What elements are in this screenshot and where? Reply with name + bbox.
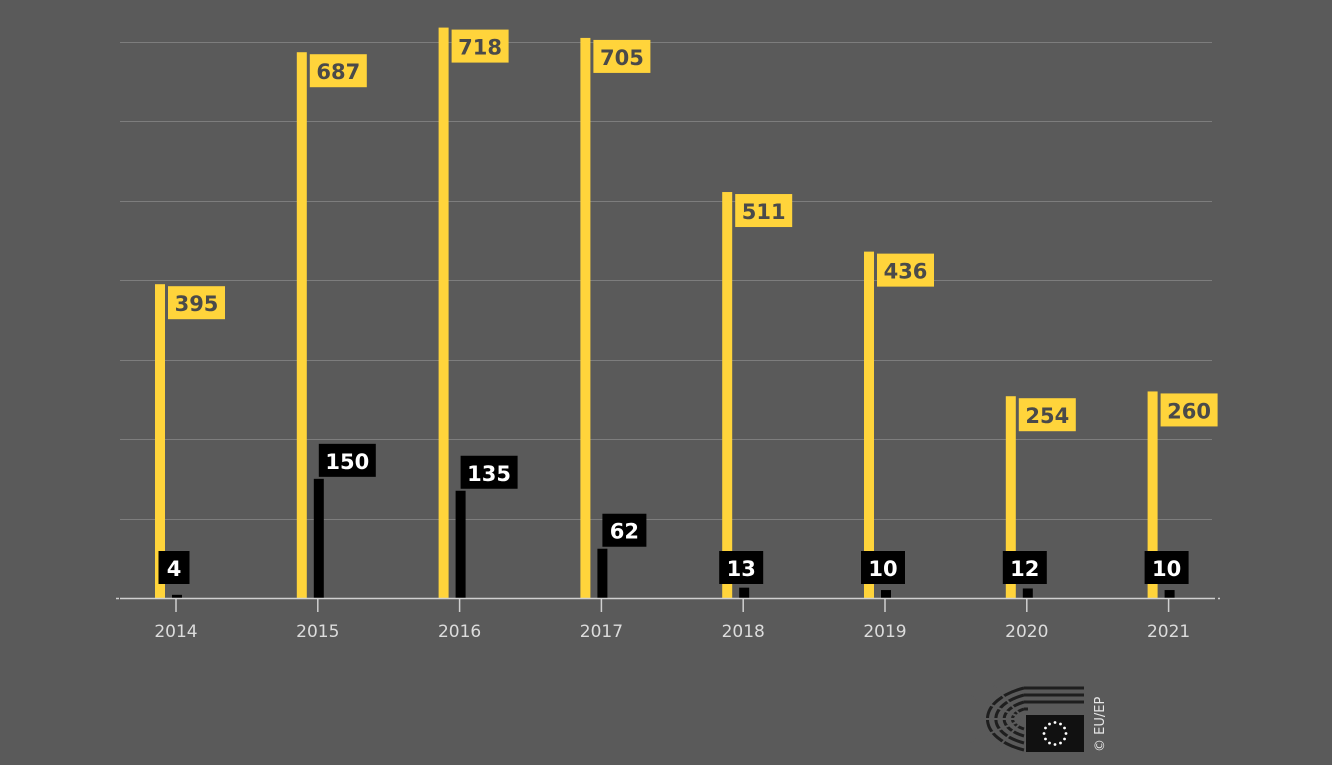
value-label-text: 511 — [742, 200, 786, 224]
eu-star — [1059, 741, 1062, 745]
value-label-series-1: 718 — [451, 29, 509, 63]
eu-star — [1053, 721, 1057, 724]
value-label-series-2: 4 — [158, 551, 190, 584]
x-tick-label: 2015 — [296, 622, 339, 642]
bar-series-1 — [1147, 391, 1158, 598]
value-label-series-1: 705 — [593, 39, 651, 73]
value-label-text: 395 — [175, 292, 219, 316]
value-label-series-1: 511 — [735, 194, 793, 228]
bar-series-2 — [455, 490, 466, 598]
value-label-box — [735, 194, 793, 228]
value-label-box — [861, 551, 905, 584]
bars — [155, 27, 1175, 599]
value-label-series-2: 135 — [460, 455, 518, 489]
bar-series-2 — [597, 548, 608, 598]
x-tick-label: 2018 — [722, 622, 765, 642]
value-label-series-2: 10 — [861, 551, 905, 584]
bar-series-2 — [881, 590, 891, 598]
value-label-series-1: 254 — [1018, 398, 1076, 432]
eu-star — [1059, 722, 1062, 726]
x-tick-label: 2014 — [154, 622, 197, 642]
x-axis: 2014 2015 2016 2017 2018 2019 2020 2021 — [116, 597, 1220, 642]
value-label-series-1: 687 — [309, 54, 367, 88]
value-label-text: 718 — [458, 36, 502, 60]
bar-series-1 — [722, 192, 733, 599]
x-tick-label: 2016 — [438, 622, 481, 642]
value-label-box — [1144, 551, 1189, 584]
eu-star — [1048, 722, 1051, 726]
value-label-series-2: 10 — [1144, 551, 1189, 584]
value-label-series-1: 395 — [168, 286, 225, 320]
value-label-series-1: 260 — [1160, 393, 1218, 427]
value-label-text: 62 — [610, 520, 639, 544]
eu-star — [1064, 732, 1068, 735]
european-parliament-logo-icon — [962, 685, 1084, 753]
eu-star — [1063, 737, 1066, 741]
value-label-text: 10 — [868, 557, 897, 581]
bar-series-1 — [438, 27, 449, 599]
value-label-series-2: 13 — [719, 551, 764, 584]
bar-series-1 — [864, 251, 874, 598]
x-tick-label: 2017 — [580, 622, 623, 642]
value-label-text: 436 — [884, 260, 928, 284]
value-labels: 395 4 687 150 718 135 705 62 511 13 436 10 254 12 260 1… — [158, 29, 1218, 584]
bar-series-2 — [313, 478, 324, 598]
value-label-box — [1018, 398, 1076, 432]
eu-star — [1063, 726, 1066, 730]
value-label-text: 10 — [1152, 557, 1181, 581]
eu-star — [1042, 732, 1046, 735]
eu-star — [1044, 737, 1047, 741]
value-label-box — [602, 513, 647, 547]
value-label-box — [451, 29, 509, 63]
value-label-box — [593, 39, 651, 73]
value-label-text: 150 — [325, 450, 369, 474]
bar-series-1 — [155, 284, 165, 598]
value-label-text: 705 — [600, 46, 644, 70]
eu-star — [1048, 741, 1051, 745]
value-label-box — [1002, 551, 1047, 584]
eu-star — [1053, 743, 1057, 746]
value-label-box — [460, 455, 518, 489]
x-tick-label: 2021 — [1147, 622, 1190, 642]
value-label-text: 260 — [1167, 399, 1211, 423]
value-label-box — [168, 286, 225, 320]
value-label-box — [719, 551, 764, 584]
value-label-box — [158, 551, 190, 584]
x-tick-label: 2020 — [1005, 622, 1048, 642]
bar-series-1 — [1005, 396, 1016, 598]
value-label-text: 12 — [1010, 557, 1039, 581]
x-tick-label: 2019 — [863, 622, 906, 642]
value-label-series-2: 62 — [602, 513, 647, 547]
value-label-series-2: 150 — [318, 443, 376, 477]
value-label-text: 254 — [1025, 404, 1069, 428]
value-label-box — [318, 443, 376, 477]
value-label-series-1: 436 — [877, 253, 934, 287]
gridlines — [120, 42, 1212, 520]
value-label-series-2: 12 — [1002, 551, 1047, 584]
value-label-text: 687 — [316, 60, 360, 84]
bar-series-1 — [580, 37, 591, 598]
bar-series-2 — [739, 587, 750, 598]
bar-series-2 — [172, 594, 182, 598]
bar-series-2 — [1164, 590, 1175, 598]
value-label-box — [877, 253, 934, 287]
bar-series-1 — [296, 52, 307, 598]
value-label-box — [309, 54, 367, 88]
value-label-text: 13 — [727, 557, 756, 581]
value-label-box — [1160, 393, 1218, 427]
bar-series-2 — [1022, 588, 1033, 598]
copyright-credit: © EU/EP — [1093, 696, 1108, 752]
value-label-text: 135 — [467, 462, 511, 486]
eu-star — [1044, 726, 1047, 730]
value-label-text: 4 — [167, 557, 182, 581]
